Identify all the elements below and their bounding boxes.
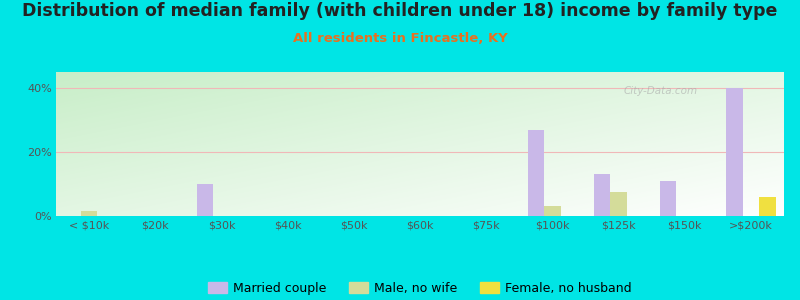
Bar — [594, 174, 610, 216]
Text: All residents in Fincastle, KY: All residents in Fincastle, KY — [293, 32, 507, 44]
Bar — [81, 211, 98, 216]
Bar — [527, 130, 544, 216]
Legend: Married couple, Male, no wife, Female, no husband: Married couple, Male, no wife, Female, n… — [203, 277, 637, 300]
Text: Distribution of median family (with children under 18) income by family type: Distribution of median family (with chil… — [22, 2, 778, 20]
Bar — [759, 197, 776, 216]
Bar — [197, 184, 213, 216]
Bar — [726, 88, 742, 216]
Bar — [660, 181, 677, 216]
Bar — [610, 192, 627, 216]
Text: City-Data.com: City-Data.com — [624, 86, 698, 96]
Bar — [544, 206, 561, 216]
